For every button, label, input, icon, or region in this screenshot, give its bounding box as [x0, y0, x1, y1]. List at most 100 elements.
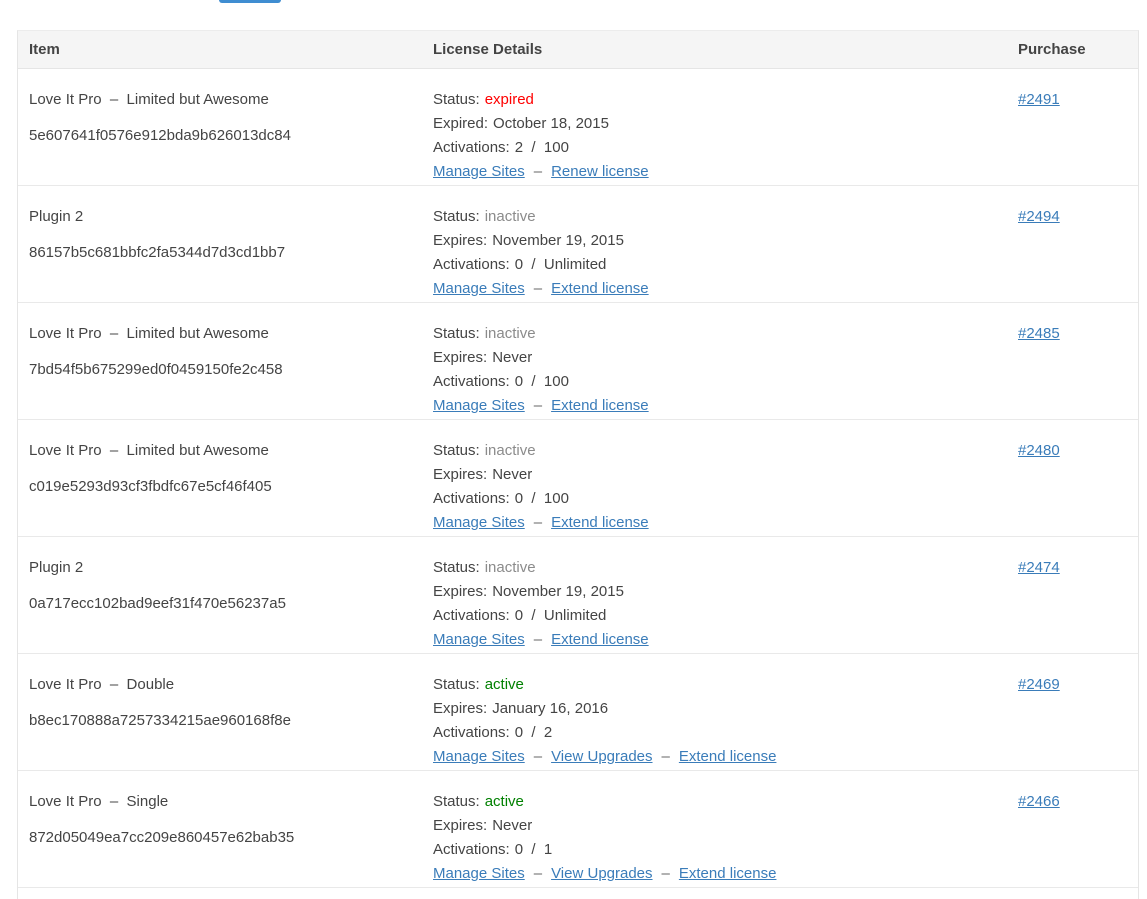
- item-cell: Love It Pro – Limited but Awesome 5e6076…: [18, 88, 422, 185]
- status-value: active: [484, 793, 524, 810]
- purchase-link[interactable]: #2491: [1018, 91, 1060, 108]
- view-upgrades-link[interactable]: View Upgrades: [551, 865, 653, 882]
- manage-sites-link[interactable]: Manage Sites: [433, 280, 525, 297]
- activations-value: 2 / 100: [514, 139, 569, 156]
- manage-sites-link[interactable]: Manage Sites: [433, 865, 525, 882]
- purchase-link[interactable]: #2469: [1018, 676, 1060, 693]
- expiry-line: Expires: November 19, 2015: [433, 580, 1007, 604]
- item-cell: Love It Pro – Single 872d05049ea7cc209e8…: [18, 790, 422, 887]
- purchase-cell: #2466: [1007, 790, 1138, 887]
- activations-value: 0 / 100: [514, 373, 569, 390]
- table-row: Love It Pro – Limited but Awesome 7bd54f…: [18, 303, 1138, 420]
- action-links: Manage Sites – Extend license: [433, 277, 1007, 301]
- purchase-cell: #2474: [1007, 556, 1138, 653]
- license-details-cell: Status: inactive Expires: Never Activation…: [422, 322, 1007, 419]
- purchase-link[interactable]: #2485: [1018, 325, 1060, 342]
- status-line: Status: inactive: [433, 556, 1007, 580]
- status-label: Status:: [433, 442, 480, 459]
- link-separator: –: [661, 865, 670, 882]
- item-name: Love It Pro – Limited but Awesome: [29, 442, 269, 459]
- table-body: Love It Pro – Limited but Awesome 5e6076…: [18, 69, 1138, 888]
- extend-license-link[interactable]: Extend license: [551, 397, 649, 414]
- item-name: Plugin 2: [29, 208, 84, 225]
- action-links: Manage Sites – Extend license: [433, 511, 1007, 535]
- expiry-value: Never: [492, 349, 533, 366]
- status-line: Status: inactive: [433, 205, 1007, 229]
- extend-license-link[interactable]: Extend license: [551, 631, 649, 648]
- license-details-cell: Status: inactive Expires: Never Activation…: [422, 439, 1007, 536]
- status-value: inactive: [484, 208, 536, 225]
- status-line: Status: inactive: [433, 322, 1007, 346]
- manage-sites-link[interactable]: Manage Sites: [433, 163, 525, 180]
- manage-sites-link[interactable]: Manage Sites: [433, 631, 525, 648]
- purchase-cell: #2485: [1007, 322, 1138, 419]
- link-separator: –: [533, 280, 543, 297]
- table-row: Love It Pro – Double b8ec170888a72573342…: [18, 654, 1138, 771]
- extend-license-link[interactable]: Extend license: [678, 865, 777, 882]
- expiry-line: Expires: November 19, 2015: [433, 229, 1007, 253]
- purchase-link[interactable]: #2480: [1018, 442, 1060, 459]
- extend-license-link[interactable]: Extend license: [551, 514, 649, 531]
- header-license-details: License Details: [433, 41, 543, 58]
- view-upgrades-link[interactable]: View Upgrades: [551, 748, 653, 765]
- item-cell: Love It Pro – Limited but Awesome 7bd54f…: [18, 322, 422, 419]
- expiry-line: Expired: October 18, 2015: [433, 112, 1007, 136]
- renew-license-link[interactable]: Renew license: [551, 163, 649, 180]
- activations-line: Activations: 2 / 100: [433, 136, 1007, 160]
- purchase-cell: #2491: [1007, 88, 1138, 185]
- table-row: Plugin 2 0a717ecc102bad9eef31f470e56237a…: [18, 537, 1138, 654]
- expiry-label: Expires:: [433, 583, 488, 600]
- table-row: Love It Pro – Single 872d05049ea7cc209e8…: [18, 771, 1138, 888]
- header-purchase: Purchase: [1018, 41, 1086, 58]
- license-key: c019e5293d93cf3fbdfc67e5cf46f405: [29, 478, 272, 495]
- partial-button-top[interactable]: [219, 0, 281, 3]
- extend-license-link[interactable]: Extend license: [551, 280, 649, 297]
- expiry-line: Expires: Never: [433, 346, 1007, 370]
- expiry-line: Expires: Never: [433, 463, 1007, 487]
- activations-line: Activations: 0 / Unlimited: [433, 604, 1007, 628]
- table-row: Love It Pro – Limited but Awesome 5e6076…: [18, 69, 1138, 186]
- purchase-cell: #2494: [1007, 205, 1138, 302]
- license-details-cell: Status: active Expires: January 16, 2016 A…: [422, 673, 1007, 770]
- status-label: Status:: [433, 793, 480, 810]
- expiry-value: November 19, 2015: [492, 232, 624, 249]
- activations-line: Activations: 0 / 100: [433, 487, 1007, 511]
- expiry-label: Expires:: [433, 349, 488, 366]
- status-value: expired: [484, 91, 534, 108]
- status-line: Status: active: [433, 673, 1007, 697]
- status-label: Status:: [433, 676, 480, 693]
- manage-sites-link[interactable]: Manage Sites: [433, 397, 525, 414]
- license-key: 7bd54f5b675299ed0f0459150fe2c458: [29, 361, 283, 378]
- item-cell: Love It Pro – Double b8ec170888a72573342…: [18, 673, 422, 770]
- activations-label: Activations:: [433, 490, 510, 507]
- status-line: Status: inactive: [433, 439, 1007, 463]
- action-links: Manage Sites – View Upgrades – Extend licens…: [433, 862, 1007, 886]
- license-key: 0a717ecc102bad9eef31f470e56237a5: [29, 595, 286, 612]
- expiry-value: October 18, 2015: [493, 115, 609, 132]
- activations-value: 0 / 2: [514, 724, 553, 741]
- table-row: Plugin 2 86157b5c681bbfc2fa5344d7d3cd1bb…: [18, 186, 1138, 303]
- activations-line: Activations: 0 / 1: [433, 838, 1007, 862]
- expiry-value: November 19, 2015: [492, 583, 624, 600]
- expiry-label: Expires:: [433, 700, 488, 717]
- activations-label: Activations:: [433, 373, 510, 390]
- extend-license-link[interactable]: Extend license: [678, 748, 777, 765]
- purchase-link[interactable]: #2474: [1018, 559, 1060, 576]
- activations-value: 0 / 100: [514, 490, 569, 507]
- link-separator: –: [533, 163, 543, 180]
- purchase-link[interactable]: #2494: [1018, 208, 1060, 225]
- activations-line: Activations: 0 / 2: [433, 721, 1007, 745]
- expiry-line: Expires: January 16, 2016: [433, 697, 1007, 721]
- table-header-row: Item License Details Purchase: [18, 31, 1138, 69]
- status-value: inactive: [484, 559, 536, 576]
- item-name: Love It Pro – Limited but Awesome: [29, 325, 269, 342]
- activations-label: Activations:: [433, 724, 510, 741]
- manage-sites-link[interactable]: Manage Sites: [433, 514, 525, 531]
- license-key: b8ec170888a7257334215ae960168f8e: [29, 712, 291, 729]
- partial-next-row: [18, 888, 1138, 899]
- table-row: Love It Pro – Limited but Awesome c019e5…: [18, 420, 1138, 537]
- header-item: Item: [29, 41, 60, 58]
- action-links: Manage Sites – Extend license: [433, 394, 1007, 418]
- purchase-link[interactable]: #2466: [1018, 793, 1060, 810]
- manage-sites-link[interactable]: Manage Sites: [433, 748, 525, 765]
